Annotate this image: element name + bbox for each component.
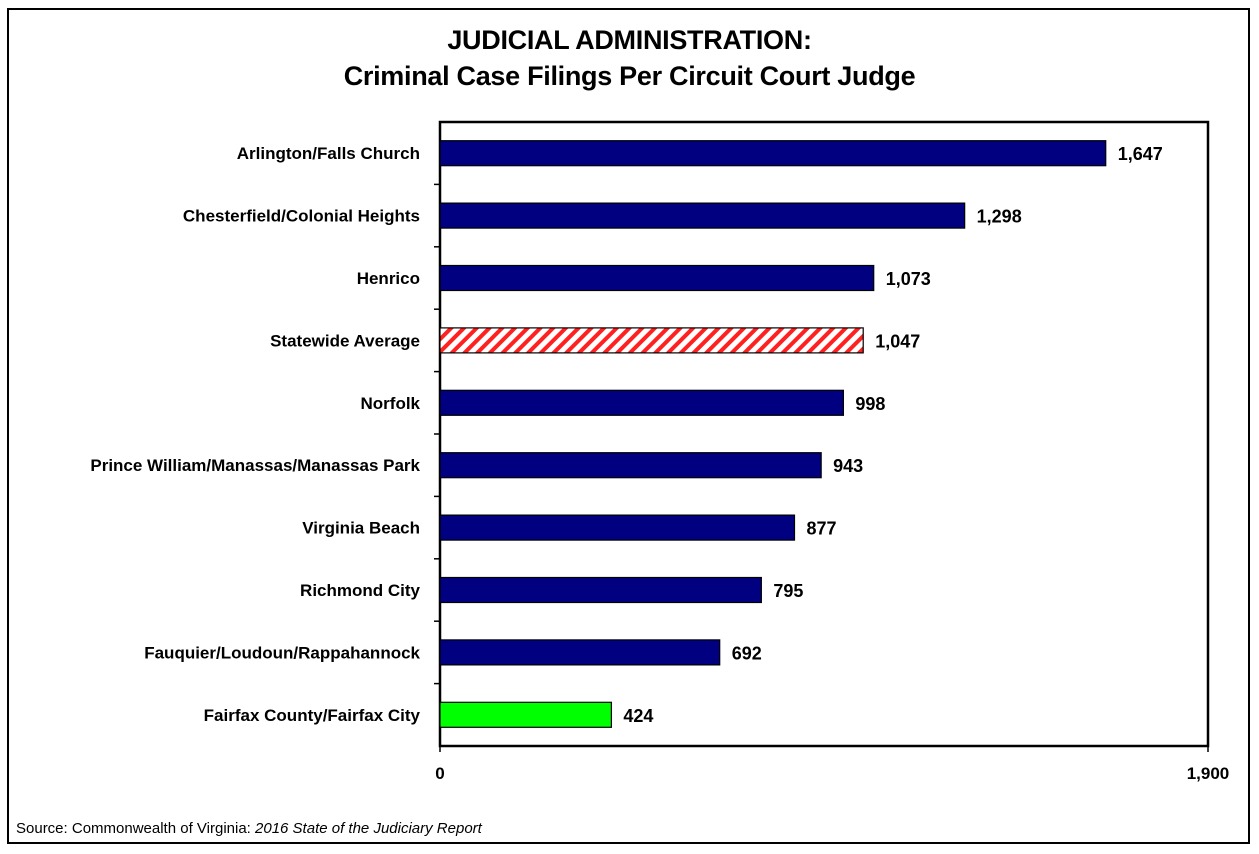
category-label: Norfolk (361, 394, 421, 413)
category-label: Arlington/Falls Church (237, 144, 420, 163)
chart-subtitle: Criminal Case Filings Per Circuit Court … (343, 61, 916, 91)
category-label: Henrico (357, 269, 420, 288)
category-label: Chesterfield/Colonial Heights (183, 207, 420, 226)
value-label: 1,073 (886, 269, 931, 289)
x-tick-label: 1,900 (1187, 764, 1230, 783)
chart-title: JUDICIAL ADMINISTRATION: (447, 25, 812, 55)
bar-9 (439, 701, 612, 728)
source-prefix: Source: Commonwealth of Virginia: (16, 820, 256, 837)
category-label: Statewide Average (270, 331, 420, 350)
value-label: 1,047 (875, 331, 920, 351)
bar-8 (439, 639, 721, 666)
bar-0 (439, 140, 1107, 167)
category-label: Virginia Beach (302, 519, 420, 538)
value-labels: 1,647 1,298 1,073 1,047 998 943 877 795 692 424 (623, 144, 1162, 726)
value-label: 424 (623, 706, 653, 726)
value-label: 998 (855, 394, 885, 414)
bar-6 (439, 514, 796, 541)
value-label: 795 (773, 581, 803, 601)
value-label: 943 (833, 456, 863, 476)
category-label: Richmond City (300, 581, 420, 600)
value-label: 1,298 (977, 207, 1022, 227)
source-note: Source: Commonwealth of Virginia: 2016 S… (16, 820, 482, 837)
bar-2 (439, 264, 875, 292)
category-labels: Arlington/Falls Church Chesterfield/Colon… (90, 144, 420, 725)
value-label: 692 (732, 643, 762, 663)
category-label: Fauquier/Loudoun/Rappahannock (144, 643, 420, 662)
value-label: 1,647 (1118, 144, 1163, 164)
bar-5 (439, 452, 822, 479)
x-tick-label: 0 (435, 764, 444, 783)
bar-7 (439, 576, 762, 604)
source-report: 2016 State of the Judiciary Report (255, 820, 482, 837)
value-label: 877 (806, 519, 836, 539)
category-label: Prince William/Manassas/Manassas Park (90, 456, 420, 475)
x-axis-tick-labels: 0 1,900 (435, 764, 1229, 783)
bar-3 (439, 327, 864, 354)
y-axis-ticks (434, 183, 1209, 752)
bars (439, 140, 1107, 728)
chart-title-block: JUDICIAL ADMINISTRATION: Criminal Case F… (0, 22, 1259, 94)
bar-1 (439, 202, 966, 229)
bar-4 (439, 389, 845, 416)
category-label: Fairfax County/Fairfax City (204, 706, 421, 725)
